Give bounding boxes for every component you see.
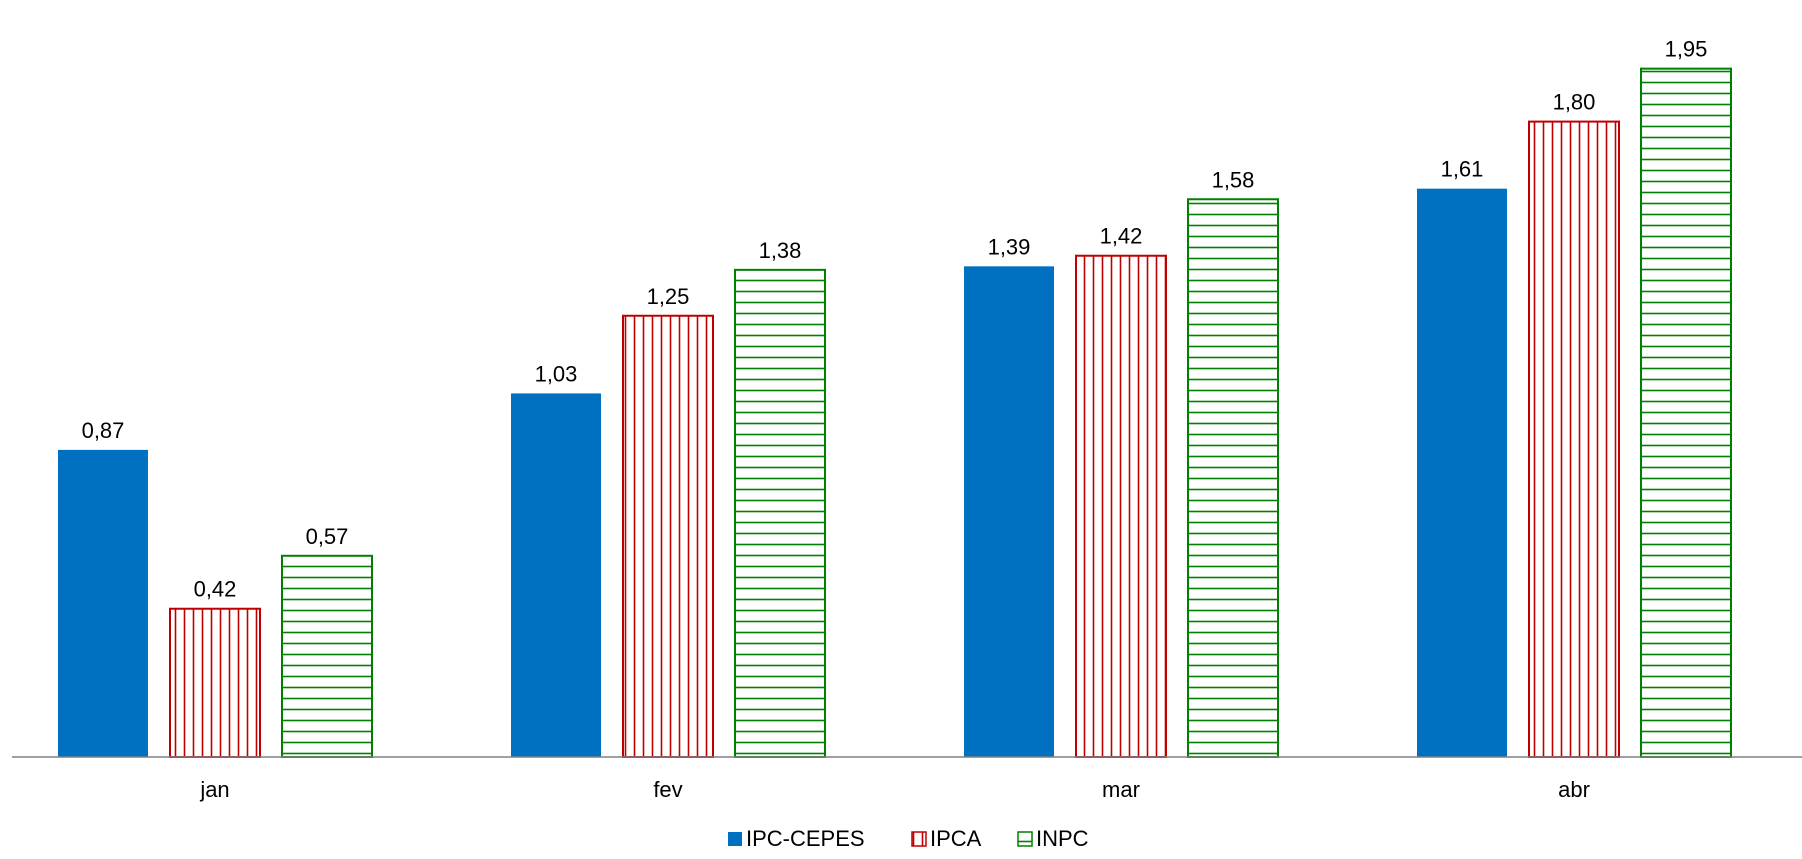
bar-ipca-abr bbox=[1528, 120, 1620, 759]
bar-inpc-fev bbox=[734, 268, 826, 758]
category-label-mar: mar bbox=[1102, 777, 1140, 802]
legend: IPC-CEPES IPCA INPC bbox=[728, 826, 1089, 851]
bar-ipca-jan bbox=[169, 607, 261, 758]
bar-inpc-jan bbox=[281, 554, 373, 758]
data-label-ipca-jan: 0,42 bbox=[194, 577, 237, 602]
category-label-jan: jan bbox=[199, 777, 229, 802]
bar-inpc-abr bbox=[1640, 67, 1732, 758]
bar-ipc-cepes-jan bbox=[58, 449, 148, 757]
data-label-inpc-abr: 1,95 bbox=[1665, 37, 1708, 62]
data-label-ipca-mar: 1,42 bbox=[1100, 224, 1143, 249]
legend-swatch-inpc bbox=[1017, 831, 1033, 847]
data-label-ipc-cepes-fev: 1,03 bbox=[535, 361, 578, 386]
legend-label-inpc: INPC bbox=[1036, 826, 1089, 851]
category-label-fev: fev bbox=[653, 777, 682, 802]
data-label-inpc-fev: 1,38 bbox=[759, 238, 802, 263]
category-labels-layer: jan fev mar abr bbox=[199, 777, 1590, 802]
bar-ipca-fev bbox=[622, 314, 714, 758]
bar-inpc-mar bbox=[1187, 198, 1279, 758]
legend-swatch-ipca bbox=[911, 831, 927, 847]
value-labels-layer: 0,87 0,42 0,57 1,03 1,25 1,38 1,39 1,42 1,58 1,61… bbox=[82, 37, 1708, 602]
category-label-abr: abr bbox=[1558, 777, 1590, 802]
data-label-ipca-fev: 1,25 bbox=[647, 284, 690, 309]
legend-swatch-ipc-cepes bbox=[728, 832, 742, 846]
bar-ipc-cepes-abr bbox=[1417, 188, 1507, 758]
legend-label-ipca: IPCA bbox=[930, 826, 982, 851]
data-label-inpc-mar: 1,58 bbox=[1212, 167, 1255, 192]
bar-ipc-cepes-mar bbox=[964, 266, 1054, 757]
data-label-ipca-abr: 1,80 bbox=[1553, 90, 1596, 115]
data-label-ipc-cepes-jan: 0,87 bbox=[82, 418, 125, 443]
data-label-ipc-cepes-mar: 1,39 bbox=[988, 234, 1031, 259]
data-label-ipc-cepes-abr: 1,61 bbox=[1441, 157, 1484, 182]
bar-ipca-mar bbox=[1075, 254, 1167, 759]
bar-ipc-cepes-fev bbox=[511, 393, 601, 757]
bars-layer bbox=[58, 67, 1732, 759]
data-label-inpc-jan: 0,57 bbox=[306, 524, 349, 549]
legend-label-ipc-cepes: IPC-CEPES bbox=[746, 826, 865, 851]
